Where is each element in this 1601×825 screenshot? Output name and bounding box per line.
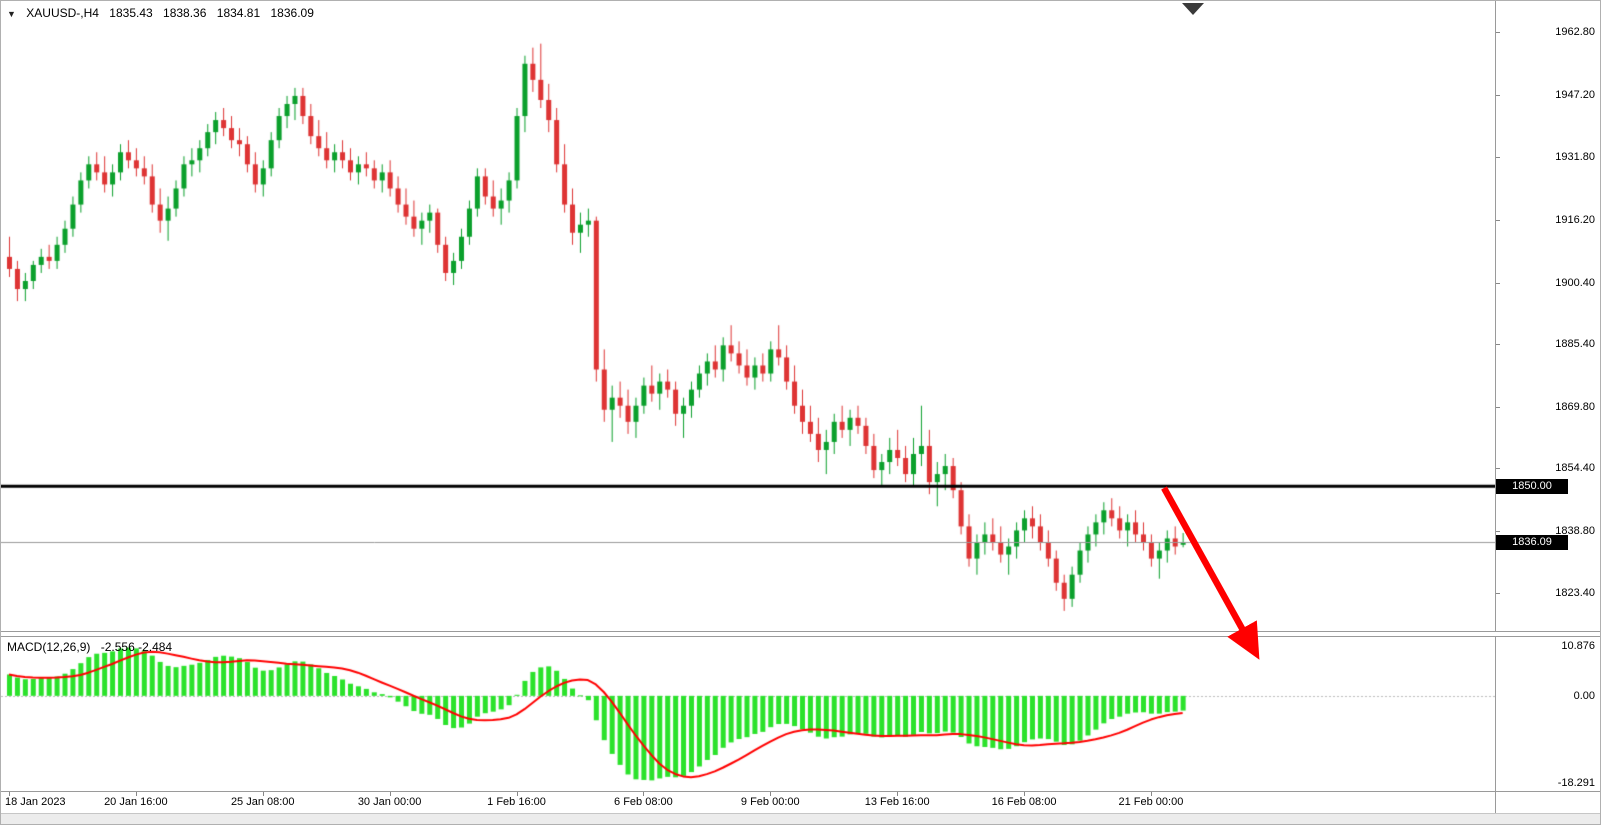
time-tick-label: 1 Feb 16:00 [487, 796, 546, 808]
time-tick-label: 13 Feb 16:00 [864, 796, 930, 808]
open-value: 1835.43 [109, 6, 153, 20]
price-tick-mark [1496, 343, 1500, 345]
macd-axis-label: -18.291 [1557, 777, 1595, 789]
price-tick-label: 1869.80 [1555, 400, 1595, 413]
time-tick-mark [643, 792, 645, 796]
close-value: 1836.09 [270, 6, 314, 20]
time-tick-label: 20 Jan 16:00 [104, 796, 168, 808]
price-tick-mark [1496, 95, 1500, 97]
macd-name: MACD(12,26,9) [7, 640, 91, 654]
price-tick-mark [1496, 406, 1500, 408]
hline-price-badge: 1850.00 [1496, 479, 1568, 495]
price-tick-mark [1496, 468, 1500, 470]
time-tick-mark [135, 792, 137, 796]
time-tick-label: 6 Feb 08:00 [614, 796, 673, 808]
macd-plot[interactable] [1, 637, 1495, 791]
time-tick-label: 18 Jan 2023 [5, 796, 66, 808]
price-tick-label: 1838.80 [1555, 525, 1595, 538]
time-tick-label: 30 Jan 00:00 [357, 796, 422, 808]
candlestick-plot[interactable] [1, 1, 1495, 631]
time-tick-mark [9, 792, 10, 796]
macd-axis-label: 0.00 [1573, 689, 1595, 702]
time-tick-mark [1150, 792, 1152, 796]
time-tick-label: 16 Feb 08:00 [991, 796, 1057, 808]
window-bottom-strip [1, 813, 1600, 824]
time-tick-mark [1024, 792, 1026, 796]
price-tick-label: 1916.20 [1555, 213, 1595, 226]
price-tick-label: 1854.40 [1555, 462, 1595, 475]
high-value: 1838.36 [163, 6, 207, 20]
price-tick-mark [1496, 593, 1500, 595]
price-tick-mark [1496, 157, 1500, 159]
chart-shift-marker-icon[interactable] [1182, 3, 1204, 15]
time-tick-mark [389, 792, 391, 796]
price-tick-label: 1885.40 [1555, 337, 1595, 350]
time-tick-mark [262, 792, 264, 796]
macd-values: -2.556 -2.484 [100, 640, 173, 654]
price-tick-mark [1496, 531, 1500, 533]
price-axis-separator [1495, 1, 1496, 813]
price-tick-label: 1823.40 [1555, 587, 1595, 600]
indicator-window-splitter[interactable] [1, 631, 1600, 637]
time-tick-mark [770, 792, 772, 796]
bid-price-badge: 1836.09 [1496, 535, 1568, 551]
price-axis[interactable]: 1850.00 1836.09 10.876 0.00 -18.291 1962.80… [1496, 1, 1600, 791]
symbol-period-label: XAUUSD-,H4 [26, 6, 99, 20]
time-tick-mark [897, 792, 899, 796]
time-tick-label: 9 Feb 00:00 [740, 796, 800, 808]
macd-axis-label: 10.876 [1561, 640, 1595, 652]
price-tick-label: 1947.20 [1555, 89, 1595, 102]
time-axis-separator [1, 791, 1600, 792]
time-tick-mark [516, 792, 518, 796]
time-axis[interactable]: 18 Jan 2023 20 Jan 16:00 25 Jan 08:00 30 Ja… [1, 792, 1495, 813]
price-tick-label: 1931.80 [1555, 151, 1595, 164]
price-tick-label: 1962.80 [1555, 26, 1595, 39]
price-tick-mark [1496, 32, 1500, 34]
macd-indicator-label: MACD(12,26,9) -2.556 -2.484 [7, 640, 179, 654]
low-value: 1834.81 [216, 6, 261, 20]
chart-header: ▼ XAUUSD-,H4 1835.43 1838.36 1834.81 183… [7, 6, 321, 20]
one-click-trading-icon[interactable]: ▼ [7, 9, 16, 19]
time-tick-label: 21 Feb 00:00 [1118, 796, 1184, 808]
price-tick-mark [1496, 283, 1500, 285]
time-tick-label: 25 Jan 08:00 [230, 796, 295, 808]
price-tick-label: 1900.40 [1555, 277, 1595, 290]
price-tick-mark [1496, 219, 1500, 221]
